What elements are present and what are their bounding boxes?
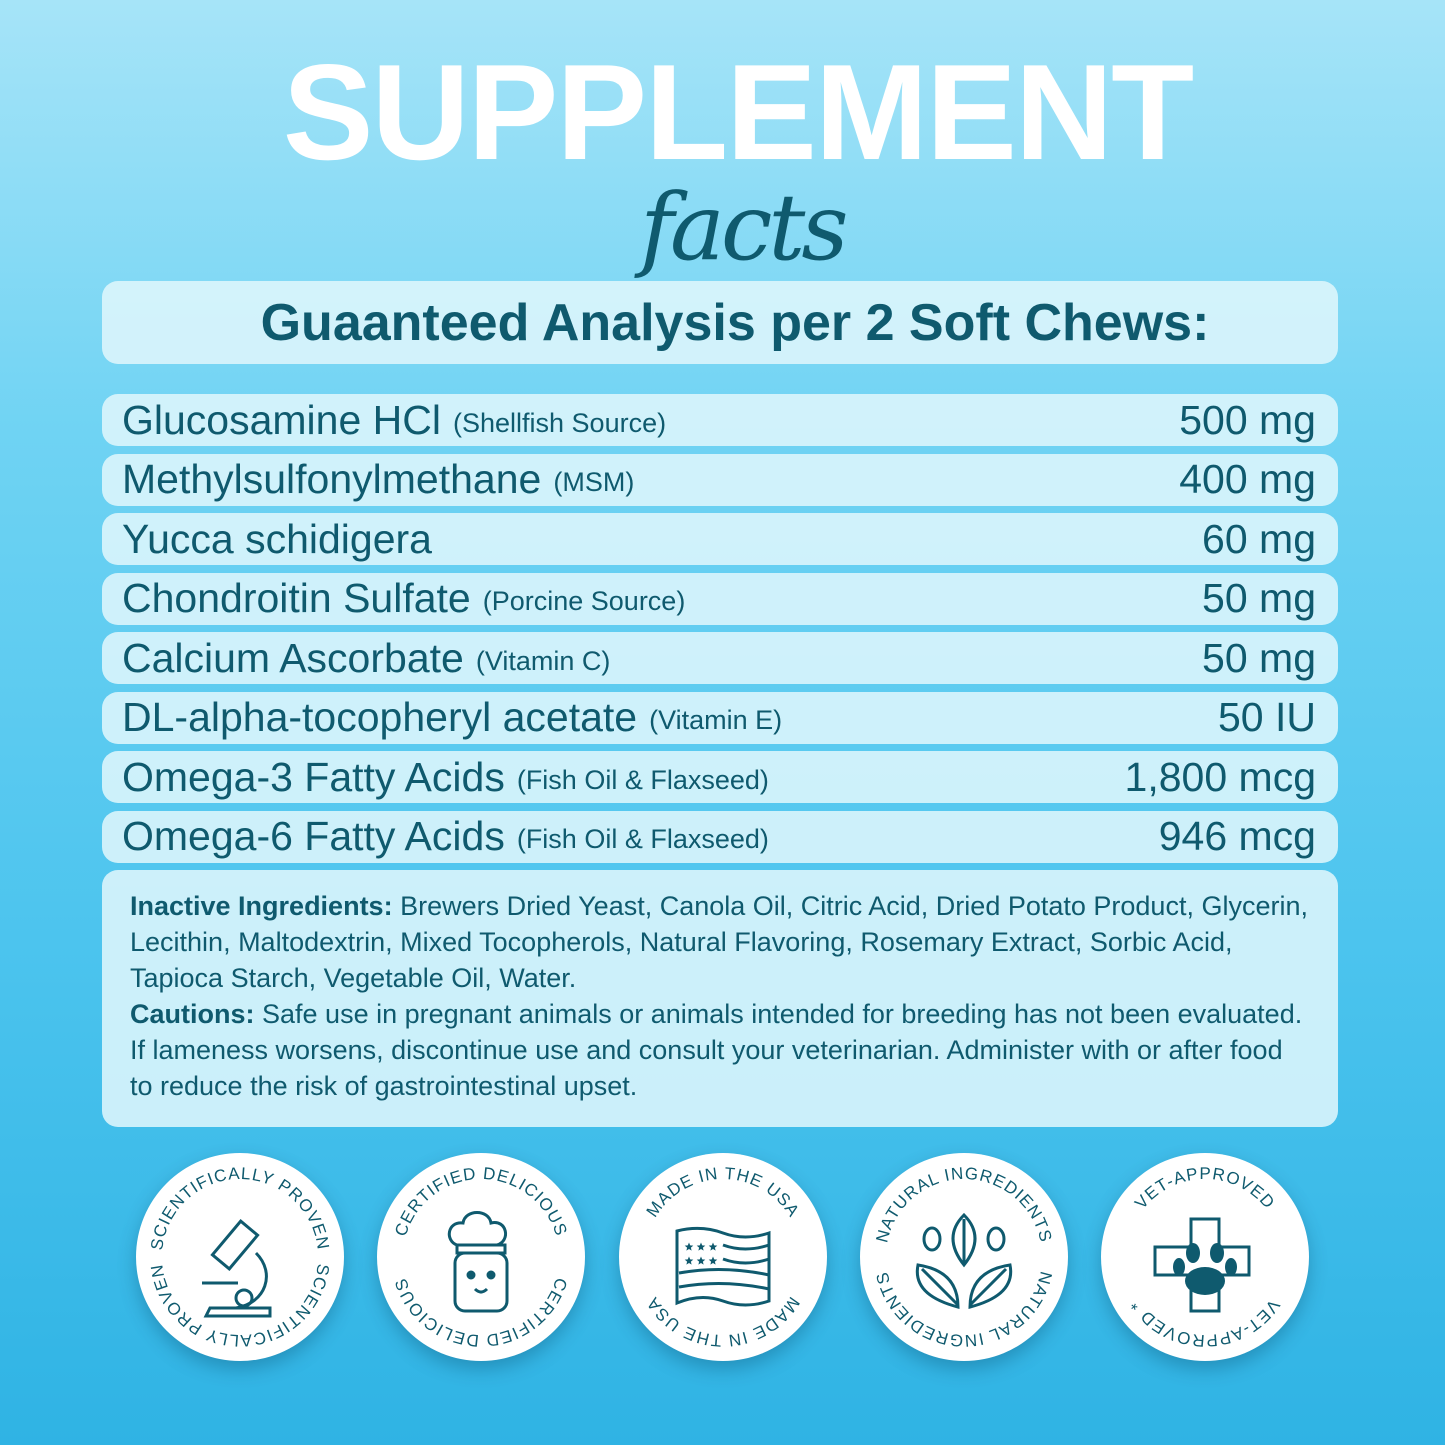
badge-bottom-text: VET-APPROVED * <box>1127 1296 1284 1350</box>
ingredient-amount: 50 mg <box>1202 634 1316 681</box>
us-flag-icon <box>675 1226 771 1307</box>
ingredient-note: (MSM) <box>553 467 635 497</box>
badge-bottom-text: NATURAL INGREDIENTS <box>872 1269 1055 1350</box>
badge-bottom-text: CERTIFIED DELICIOUS <box>391 1275 571 1350</box>
ingredient-name: Omega-3 Fatty Acids <box>122 753 505 800</box>
badge-us-flag: MADE IN THE USA MADE IN THE USA <box>618 1153 827 1361</box>
badge-chef-dog: CERTIFIED DELICIOUS CERTIFIED DELICIOUS <box>377 1153 586 1361</box>
inactive-label: Inactive Ingredients: <box>130 891 393 921</box>
microscope-icon <box>202 1218 272 1318</box>
chef-dog-icon <box>448 1211 509 1313</box>
ingredient-amount: 1,800 mcg <box>1124 753 1316 800</box>
ingredient-note: (Vitamin C) <box>475 645 611 676</box>
ingredient-amount: 50 IU <box>1218 694 1316 740</box>
ingredient-name: Chondroitin Sulfate <box>122 575 471 621</box>
ingredient-amount: 60 mg <box>1202 515 1316 562</box>
ingredient-row: DL-alpha-tocopheryl acetate (Vitamin E) 50… <box>102 691 1338 744</box>
inactive-cautions-panel: Inactive Ingredients: Brewers Dried Yeas… <box>102 870 1338 1127</box>
ingredient-row: Omega-6 Fatty Acids (Fish Oil & Flaxseed)… <box>102 810 1338 863</box>
ingredient-name: Yucca schidigera <box>122 515 432 562</box>
ingredient-row: Glucosamine HCl (Shellfish Source) 500 mg <box>102 394 1338 446</box>
badge-top-text: VET-APPROVED <box>1131 1164 1279 1213</box>
badge-vet-paw-cross: VET-APPROVED VET-APPROVED * <box>1101 1153 1310 1361</box>
subtitle-script: facts <box>640 174 849 281</box>
ingredient-row: Calcium Ascorbate (Vitamin C) 50 mg <box>102 632 1338 684</box>
ingredient-name: Glucosamine HCl <box>122 396 441 443</box>
ingredient-row: Omega-3 Fatty Acids (Fish Oil & Flaxseed)… <box>102 751 1338 803</box>
ingredient-note: (Fish Oil & Flaxseed) <box>516 824 769 854</box>
badge-top-text: CERTIFIED DELICIOUS <box>391 1164 571 1239</box>
badge-top-text: SCIENTIFICALLY PROVEN <box>147 1164 333 1252</box>
ingredient-name: Methylsulfonylmethane <box>122 456 542 502</box>
ingredient-name: DL-alpha-tocopheryl acetate <box>122 694 638 740</box>
cautions-text: Safe use in pregnant animals or animals … <box>130 999 1303 1101</box>
ingredient-amount: 50 mg <box>1202 575 1316 621</box>
vet-paw-cross-icon <box>1153 1217 1251 1313</box>
badge-microscope: SCIENTIFICALLY PROVEN SCIENTIFICALLY PRO… <box>136 1153 344 1361</box>
ingredient-note: (Shellfish Source) <box>453 407 667 438</box>
badge-leaves: NATURAL INGREDIENTS NATURAL INGREDIENTS <box>859 1153 1068 1361</box>
analysis-header: Guaanteed Analysis per 2 Soft Chews: <box>102 281 1338 364</box>
ingredient-note: (Vitamin E) <box>649 705 783 735</box>
leaves-icon <box>915 1212 1013 1309</box>
title: SUPPLEMENT <box>282 36 1194 188</box>
ingredient-amount: 946 mcg <box>1158 813 1316 859</box>
ingredient-amount: 500 mg <box>1179 396 1316 443</box>
ingredient-name: Omega-6 Fatty Acids <box>122 813 505 859</box>
cautions-label: Cautions: <box>130 999 255 1029</box>
ingredient-row: Chondroitin Sulfate (Porcine Source) 50 mg <box>102 572 1338 625</box>
ingredient-name: Calcium Ascorbate <box>122 634 464 681</box>
ingredient-row: Yucca schidigera 60 mg <box>102 513 1338 565</box>
badge-top-text: MADE IN THE USA <box>642 1164 803 1221</box>
ingredient-amount: 400 mg <box>1179 456 1316 502</box>
inactive-text: Brewers Dried Yeast, Canola Oil, Citric … <box>130 891 1308 993</box>
ingredient-note: (Porcine Source) <box>482 586 686 616</box>
ingredient-note: (Fish Oil & Flaxseed) <box>516 764 769 795</box>
ingredient-row: Methylsulfonylmethane (MSM) 400 mg <box>102 453 1338 506</box>
